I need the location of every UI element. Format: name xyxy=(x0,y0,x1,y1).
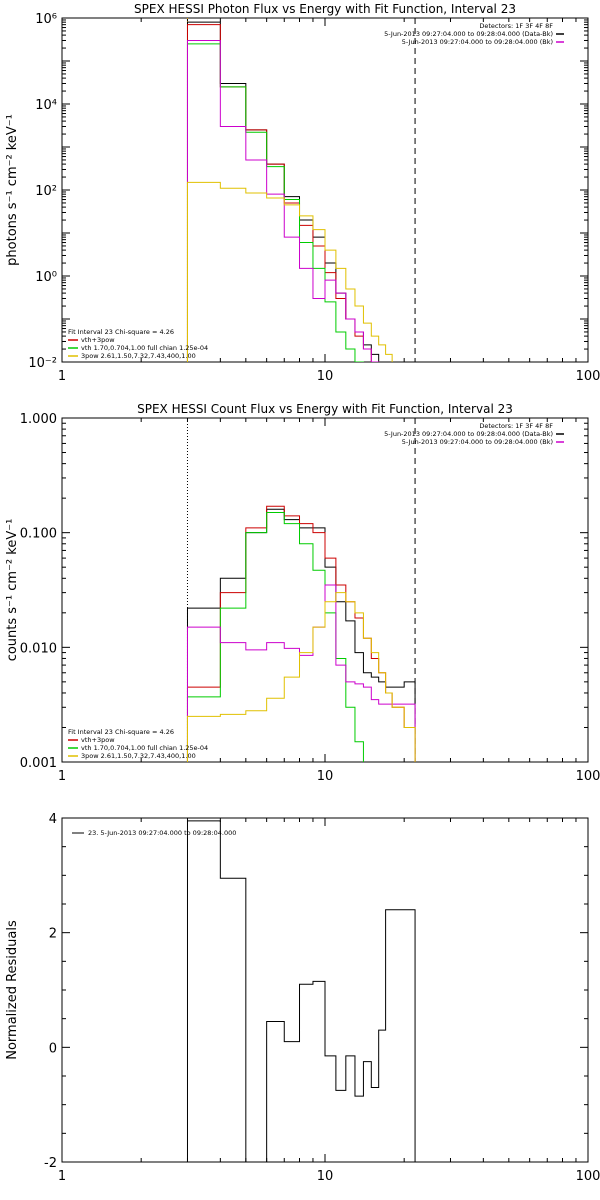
legend-bottom-text: Fit Interval 23 Chi-square = 4.26 xyxy=(68,328,174,336)
series-1-line xyxy=(186,24,416,362)
y-tick-label: 10⁰ xyxy=(35,270,57,285)
series-3-line xyxy=(186,584,416,762)
y-axis-label: photons s⁻¹ cm⁻² keV⁻¹ xyxy=(5,114,20,266)
series-4-line xyxy=(186,181,416,362)
x-tick-label: 100 xyxy=(576,1169,600,1184)
series-4-line xyxy=(186,592,416,762)
y-axis-label: counts s⁻¹ cm⁻² keV⁻¹ xyxy=(5,519,20,662)
y-tick-label: 10⁶ xyxy=(35,12,57,27)
x-tick-label: 10 xyxy=(317,369,334,384)
plot-title: SPEX HESSI Count Flux vs Energy with Fit… xyxy=(137,402,513,416)
legend-bottom-text: vth+3pow xyxy=(81,736,115,744)
y-tick-label: 0.001 xyxy=(20,756,57,771)
plot-frame xyxy=(61,17,589,363)
y-tick-label: 2 xyxy=(49,927,57,942)
x-tick-label: 1 xyxy=(58,1169,66,1184)
legend-top-text: Detectors: 1F 3F 4F 8F xyxy=(479,422,553,430)
x-tick-label: 100 xyxy=(576,369,600,384)
plot-title: SPEX HESSI Photon Flux vs Energy with Fi… xyxy=(134,2,516,16)
x-tick-label: 1 xyxy=(58,369,66,384)
legend-top-text: Detectors: 1F 3F 4F 8F xyxy=(479,22,553,30)
legend-bottom-text: vth 1.70,0.704,1.00 full chian 1.25e-04 xyxy=(81,744,208,752)
series-2-line xyxy=(186,511,416,762)
series-1-line xyxy=(186,505,416,762)
y-tick-label: 1.000 xyxy=(20,412,57,427)
y-tick-label: 0 xyxy=(49,1041,57,1056)
x-tick-label: 100 xyxy=(576,769,600,784)
y-tick-label: 4 xyxy=(49,812,57,827)
y-tick-label: 10⁻² xyxy=(28,356,57,371)
x-tick-label: 1 xyxy=(58,769,66,784)
series-3-line xyxy=(186,39,416,362)
series-0-line xyxy=(186,508,416,762)
legend-bottom-text: Fit Interval 23 Chi-square = 4.26 xyxy=(68,728,174,736)
x-tick-label: 10 xyxy=(317,1169,334,1184)
y-tick-label: 10² xyxy=(35,184,57,199)
series-0-line xyxy=(186,820,416,1162)
legend-top-text: 5-Jun-2013 09:27:04.000 to 09:28:04.000 … xyxy=(402,38,553,46)
legend-bottom-text: vth 1.70,0.704,1.00 full chian 1.25e-04 xyxy=(81,344,208,352)
series-2-line xyxy=(186,43,416,362)
series-0-line xyxy=(186,21,416,362)
legend-bottom-text: 3pow 2.61,1.50,7.32,7.43,400,1.00 xyxy=(81,752,196,760)
y-tick-label: 0.010 xyxy=(20,641,57,656)
legend-bottom-text: vth+3pow xyxy=(81,336,115,344)
y-tick-label: -2 xyxy=(44,1156,57,1171)
legend-top-text: 5-Jun-2013 09:27:04.000 to 09:28:04.000 … xyxy=(384,30,553,38)
legend-top-text: 5-Jun-2013 09:27:04.000 to 09:28:04.000 … xyxy=(402,438,553,446)
x-tick-label: 10 xyxy=(317,769,334,784)
y-axis-label: Normalized Residuals xyxy=(5,920,20,1060)
legend-top-text: 5-Jun-2013 09:27:04.000 to 09:28:04.000 … xyxy=(384,430,553,438)
y-tick-label: 0.100 xyxy=(20,527,57,542)
legend-residual-text: 23. 5-Jun-2013 09:27:04.000 to 09:28:04.… xyxy=(88,829,236,837)
y-tick-label: 10⁴ xyxy=(35,98,57,113)
legend-bottom-text: 3pow 2.61,1.50,7.32,7.43,400,1.00 xyxy=(81,352,196,360)
